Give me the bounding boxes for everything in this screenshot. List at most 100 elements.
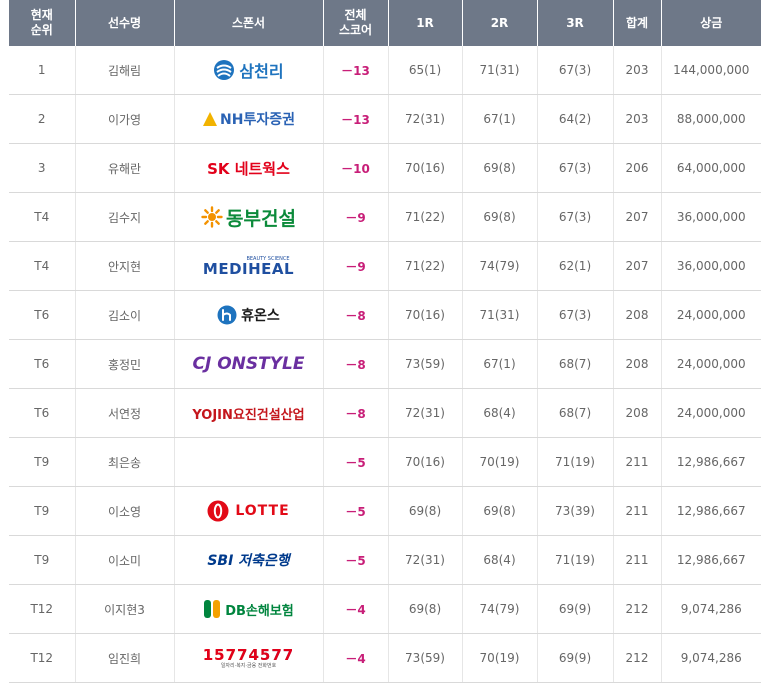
round-2-score: 71(31) bbox=[462, 46, 538, 95]
sum-score: 211 bbox=[613, 486, 662, 536]
player-name[interactable]: 홍정민 bbox=[75, 339, 175, 389]
header-sponsor: 스폰서 bbox=[174, 0, 324, 46]
round-3-score: 71(19) bbox=[537, 535, 614, 585]
rank-cell: T6 bbox=[9, 388, 76, 438]
rank-cell: T6 bbox=[9, 339, 76, 389]
round-2-score: 67(1) bbox=[462, 94, 538, 144]
sum-score: 211 bbox=[613, 535, 662, 585]
prize-money: 9,074,286 bbox=[661, 584, 761, 634]
total-score: －8 bbox=[323, 290, 389, 340]
sum-score: 203 bbox=[613, 46, 662, 95]
sponsor-cell: 삼천리 bbox=[174, 46, 324, 95]
prize-money: 64,000,000 bbox=[661, 143, 761, 193]
leaderboard-table: 현재 순위 선수명 스폰서 전체 스코어 1R 2R 3R 합계 상금 1 김해림 … bbox=[9, 0, 761, 683]
header-rank: 현재 순위 bbox=[9, 0, 76, 46]
round-3-score: 67(3) bbox=[537, 46, 614, 95]
lotte-logo: LOTTE bbox=[184, 495, 314, 527]
rank-cell: T12 bbox=[9, 633, 76, 683]
player-name[interactable]: 이가영 bbox=[75, 94, 175, 144]
round-2-score: 70(19) bbox=[462, 437, 538, 487]
rank-cell: 3 bbox=[9, 143, 76, 193]
round-1-score: 72(31) bbox=[388, 94, 463, 144]
round-2-score: 69(8) bbox=[462, 143, 538, 193]
round-2-score: 70(19) bbox=[462, 633, 538, 683]
rank-cell: T9 bbox=[9, 486, 76, 536]
player-name[interactable]: 임진희 bbox=[75, 633, 175, 683]
rank-cell: T9 bbox=[9, 437, 76, 487]
sponsor-cell: 15774577 일자리·복지·금융 전화번호 bbox=[174, 633, 324, 683]
rank-cell: 1 bbox=[9, 46, 76, 95]
db-logo: DB손해보험 bbox=[184, 593, 314, 625]
player-name[interactable]: 김소이 bbox=[75, 290, 175, 340]
round-1-score: 70(16) bbox=[388, 290, 463, 340]
total-score: －10 bbox=[323, 143, 389, 193]
round-2-score: 69(8) bbox=[462, 192, 538, 242]
prize-money: 12,986,667 bbox=[661, 486, 761, 536]
huons-logo: 휴온스 bbox=[184, 299, 314, 331]
round-1-score: 69(8) bbox=[388, 486, 463, 536]
round-1-score: 65(1) bbox=[388, 46, 463, 95]
sponsor-cell bbox=[174, 437, 324, 487]
sponsor-cell: NH투자증권 bbox=[174, 94, 324, 144]
sponsor-cell: SK 네트웍스 bbox=[174, 143, 324, 193]
total-score: －4 bbox=[323, 584, 389, 634]
samchully-logo: 삼천리 bbox=[184, 54, 314, 86]
prize-money: 36,000,000 bbox=[661, 241, 761, 291]
sbi-logo: SBI 저축은행 bbox=[207, 553, 290, 569]
prize-money: 36,000,000 bbox=[661, 192, 761, 242]
sponsor-cell: 동부건설 bbox=[174, 192, 324, 242]
header-round-2: 2R bbox=[462, 0, 538, 46]
player-name[interactable]: 이소영 bbox=[75, 486, 175, 536]
round-2-score: 74(79) bbox=[462, 584, 538, 634]
header-player: 선수명 bbox=[75, 0, 175, 46]
header-row: 현재 순위 선수명 스폰서 전체 스코어 1R 2R 3R 합계 상금 bbox=[9, 0, 761, 46]
round-3-score: 73(39) bbox=[537, 486, 614, 536]
player-name[interactable]: 김해림 bbox=[75, 46, 175, 95]
header-round-3: 3R bbox=[537, 0, 614, 46]
round-3-score: 68(7) bbox=[537, 388, 614, 438]
player-name[interactable]: 서연정 bbox=[75, 388, 175, 438]
table-row: T6 홍정민 CJ ONSTYLE －8 73(59) 67(1) 68(7) … bbox=[9, 339, 761, 389]
table-row: 1 김해림 삼천리 －13 65(1) 71(31) 67(3) 203 144… bbox=[9, 46, 761, 95]
player-name[interactable]: 유해란 bbox=[75, 143, 175, 193]
rank-cell: T4 bbox=[9, 241, 76, 291]
round-3-score: 67(3) bbox=[537, 290, 614, 340]
rank-cell: 2 bbox=[9, 94, 76, 144]
prize-money: 24,000,000 bbox=[661, 388, 761, 438]
round-2-score: 71(31) bbox=[462, 290, 538, 340]
sum-score: 212 bbox=[613, 633, 662, 683]
total-score: －13 bbox=[323, 94, 389, 144]
player-name[interactable]: 이소미 bbox=[75, 535, 175, 585]
table-row: 2 이가영 NH투자증권 －13 72(31) 67(1) 64(2) 203 … bbox=[9, 94, 761, 144]
round-3-score: 62(1) bbox=[537, 241, 614, 291]
round-1-score: 70(16) bbox=[388, 143, 463, 193]
header-round-1: 1R bbox=[388, 0, 463, 46]
sponsor-cell: DB손해보험 bbox=[174, 584, 324, 634]
mediheal-logo: BEAUTY SCIENCE MEDIHEAL bbox=[202, 256, 295, 278]
sum-score: 207 bbox=[613, 192, 662, 242]
sponsor-cell: BEAUTY SCIENCE MEDIHEAL bbox=[174, 241, 324, 291]
sum-score: 212 bbox=[613, 584, 662, 634]
rank-cell: T12 bbox=[9, 584, 76, 634]
round-3-score: 68(7) bbox=[537, 339, 614, 389]
round-3-score: 67(3) bbox=[537, 143, 614, 193]
table-row: T9 이소영 LOTTE －5 69(8) 69(8) 73(39) 211 1… bbox=[9, 486, 761, 536]
sum-score: 206 bbox=[613, 143, 662, 193]
sponsor-cell: 휴온스 bbox=[174, 290, 324, 340]
round-1-score: 71(22) bbox=[388, 241, 463, 291]
prize-money: 12,986,667 bbox=[661, 535, 761, 585]
total-score: －13 bbox=[323, 46, 389, 95]
player-name[interactable]: 최은송 bbox=[75, 437, 175, 487]
sponsor-cell: SBI 저축은행 bbox=[174, 535, 324, 585]
table-row: T6 김소이 휴온스 －8 70(16) 71(31) 67(3) 208 24… bbox=[9, 290, 761, 340]
sum-score: 207 bbox=[613, 241, 662, 291]
player-name[interactable]: 안지현 bbox=[75, 241, 175, 291]
round-2-score: 68(4) bbox=[462, 388, 538, 438]
round-3-score: 64(2) bbox=[537, 94, 614, 144]
player-name[interactable]: 김수지 bbox=[75, 192, 175, 242]
player-name[interactable]: 이지현3 bbox=[75, 584, 175, 634]
round-1-score: 69(8) bbox=[388, 584, 463, 634]
round-1-score: 71(22) bbox=[388, 192, 463, 242]
total-score: －9 bbox=[323, 241, 389, 291]
